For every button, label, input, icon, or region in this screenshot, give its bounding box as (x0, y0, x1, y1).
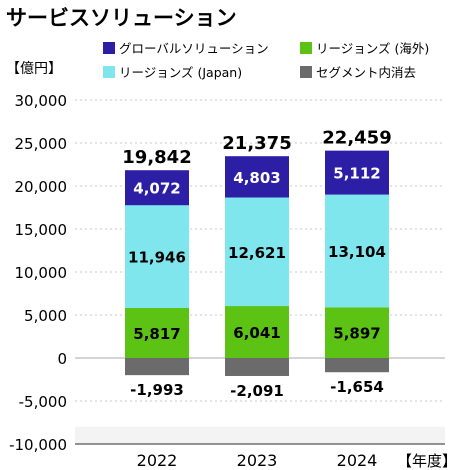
bar-segment (325, 307, 389, 358)
bar-segment (225, 156, 289, 198)
data-label: 4,803 (233, 169, 280, 187)
x-tick-label: 2024 (337, 451, 378, 470)
total-label: 22,459 (322, 128, 391, 149)
x-tick-label: 2023 (237, 451, 278, 470)
data-label: 5,897 (333, 325, 380, 343)
data-label: 12,621 (228, 244, 286, 262)
total-label: 21,375 (222, 133, 291, 154)
data-label: 11,946 (128, 249, 186, 267)
y-tick-label: 10,000 (15, 264, 68, 282)
chart-title: サービスソリューション (6, 6, 237, 30)
legend-label-regions-overseas: リージョンズ (海外) (316, 41, 430, 56)
negative-data-label: -1,993 (130, 381, 184, 399)
bar-segment-negative (225, 358, 289, 376)
legend-swatch-regions-overseas (300, 41, 312, 54)
data-label: 13,104 (328, 243, 386, 261)
legend-swatch-regions-japan (103, 65, 115, 78)
legend-label-regions-japan: リージョンズ (Japan) (119, 65, 243, 80)
bar-segment (325, 194, 389, 308)
total-label: 19,842 (122, 147, 191, 168)
y-tick-label: 20,000 (15, 178, 68, 196)
bar-segment (225, 197, 289, 307)
negative-data-label: -1,654 (330, 378, 384, 396)
bar-segment (325, 150, 389, 195)
bar-segment (225, 306, 289, 358)
negative-band (75, 426, 445, 444)
legend-item-elimination: セグメント内消去 (300, 62, 416, 81)
bar-segment-negative (325, 358, 389, 373)
x-tick-label: 2022 (137, 451, 178, 470)
y-tick-label: 5,000 (24, 307, 67, 325)
bar-segment (125, 170, 189, 206)
negative-data-label: -2,091 (230, 382, 284, 400)
legend-item-regions-japan: リージョンズ (Japan) (103, 62, 242, 81)
legend-swatch-global (103, 41, 115, 54)
y-axis-unit-label: 【億円】 (6, 61, 62, 77)
y-tick-label: 25,000 (15, 135, 68, 153)
data-label: 4,072 (133, 180, 180, 198)
legend-label-elimination: セグメント内消去 (316, 65, 417, 80)
data-label: 6,041 (233, 324, 280, 342)
y-tick-label: 15,000 (15, 221, 68, 239)
data-label: 5,817 (133, 325, 180, 343)
y-tick-label: -10,000 (9, 436, 67, 454)
x-axis-unit-label: 【年度】 (397, 452, 450, 470)
y-tick-label: -5,000 (19, 393, 67, 411)
bar-segment-negative (125, 358, 189, 376)
bar-segment (125, 205, 189, 308)
legend-swatch-elimination (300, 65, 312, 78)
legend-label-global: グローバルソリューション (119, 41, 269, 56)
data-label: 5,112 (333, 165, 380, 183)
bar-segment (125, 307, 189, 358)
y-tick-label: 0 (57, 350, 67, 368)
y-tick-label: 30,000 (15, 92, 68, 110)
legend-item-regions-overseas: リージョンズ (海外) (300, 38, 429, 57)
legend-item-global: グローバルソリューション (103, 38, 269, 57)
